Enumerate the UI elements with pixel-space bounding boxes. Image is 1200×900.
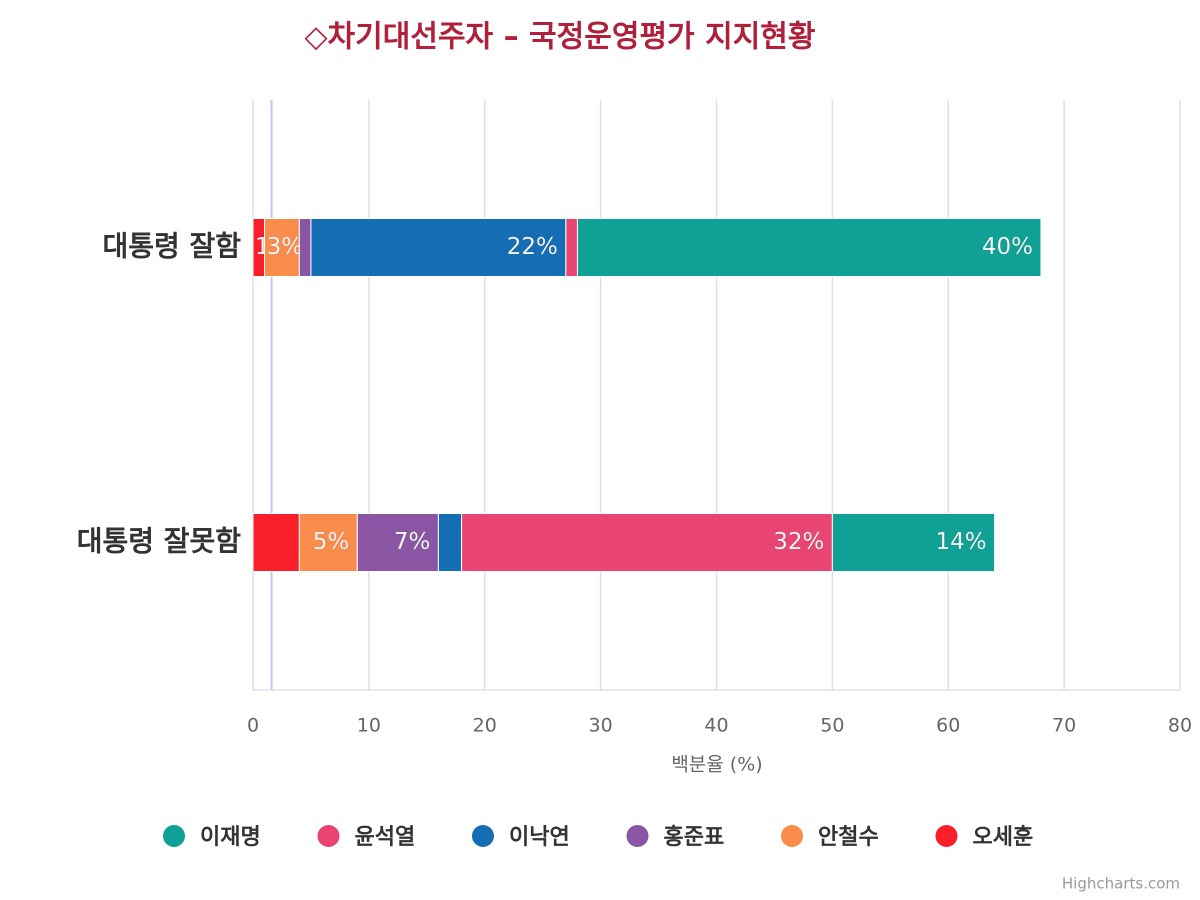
bar-segment [461,513,833,572]
data-label: 22% [507,234,558,260]
credits: Highcharts.com [1062,875,1180,893]
x-tick-label: 50 [820,715,844,737]
data-label: 3% [267,234,304,260]
legend-symbol[interactable] [626,825,649,847]
data-label: 5% [313,529,350,555]
bar-segment [356,513,439,572]
legend-label[interactable]: 이낙연 [509,825,570,850]
bar-segment [576,218,1042,277]
bar-segment [437,513,463,572]
legend-symbol[interactable] [317,825,340,847]
bar-segment [565,218,578,277]
legend-label[interactable]: 윤석열 [355,825,416,850]
bar-segment [310,218,567,277]
x-tick-label: 70 [1052,715,1076,737]
data-label: 40% [982,234,1033,260]
x-tick-label: 20 [473,715,497,737]
legend-symbol[interactable] [935,825,958,847]
y-tick-label: 대통령 잘함 [102,230,241,263]
bar-segment [252,513,300,572]
bar-segment [298,513,358,572]
x-tick-label: 60 [936,715,960,737]
legend-label[interactable]: 오세훈 [973,825,1034,850]
x-tick-label: 40 [704,715,728,737]
legend-label[interactable]: 이재명 [200,825,261,850]
x-tick-label: 0 [247,715,259,737]
chart-title: ◇차기대선주자 – 국정운영평가 지지현황 [304,20,815,55]
legend-symbol[interactable] [781,825,803,847]
x-tick-label: 30 [589,715,613,737]
data-label: 7% [394,529,431,555]
bar-segment [831,513,996,572]
bar-segment [264,218,300,277]
y-tick-label: 대통령 잘못함 [77,525,242,558]
x-axis-title: 백분율 (%) [671,754,762,776]
legend-symbol[interactable] [472,825,494,847]
x-tick-label: 80 [1168,715,1192,737]
data-label: 14% [935,529,986,555]
bar-segment [298,218,312,277]
legend-label[interactable]: 안철수 [818,825,879,850]
legend-symbol[interactable] [163,825,185,847]
x-tick-label: 10 [357,715,381,737]
data-label: 32% [773,529,824,555]
legend-label[interactable]: 홍준표 [664,825,725,850]
